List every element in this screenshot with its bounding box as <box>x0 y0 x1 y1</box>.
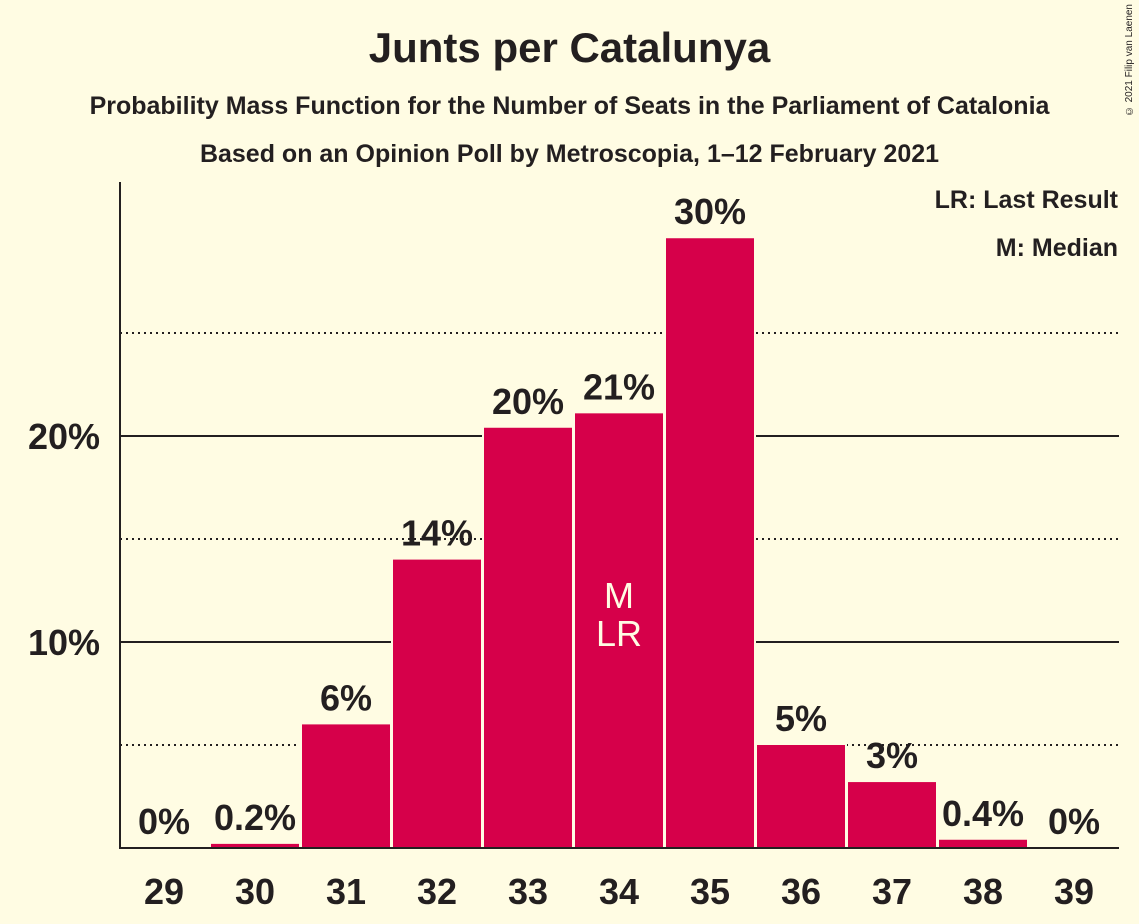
x-tick-label: 31 <box>326 871 366 912</box>
y-tick-label: 20% <box>28 416 100 457</box>
bar-seat-36 <box>757 745 845 848</box>
bar-seat-30 <box>211 843 299 848</box>
bar-value-label: 20% <box>492 381 564 422</box>
bar-value-label: 3% <box>866 735 918 776</box>
bar-seat-37 <box>848 782 936 848</box>
bar-value-label: 6% <box>320 677 372 718</box>
bar-value-label: 0.4% <box>942 793 1024 834</box>
legend-last-result: LR: Last Result <box>934 186 1118 214</box>
bar-marker-label: M <box>604 575 634 616</box>
x-tick-label: 37 <box>872 871 912 912</box>
x-tick-label: 39 <box>1054 871 1094 912</box>
bar-seat-31 <box>302 724 390 848</box>
bar-value-label: 0% <box>138 801 190 842</box>
x-tick-label: 32 <box>417 871 457 912</box>
bar-value-label: 14% <box>401 513 473 554</box>
y-tick-label: 10% <box>28 622 100 663</box>
bar-value-label: 0% <box>1048 801 1100 842</box>
bar-seat-33 <box>484 427 572 848</box>
x-tick-label: 33 <box>508 871 548 912</box>
bar-marker-label: LR <box>596 613 642 654</box>
x-tick-label: 36 <box>781 871 821 912</box>
chart-subtitle: Probability Mass Function for the Number… <box>89 92 1050 120</box>
x-tick-label: 38 <box>963 871 1003 912</box>
chart-source-subtitle: Based on an Opinion Poll by Metroscopia,… <box>199 140 940 168</box>
bar-seat-35 <box>666 238 754 849</box>
bar-value-label: 5% <box>775 698 827 739</box>
bar-value-label: 0.2% <box>214 797 296 838</box>
bar-value-label: 21% <box>583 366 655 407</box>
x-tick-label: 29 <box>144 871 184 912</box>
legend-median: M: Median <box>995 234 1118 262</box>
bar-value-label: 30% <box>674 191 746 232</box>
bar-seat-34 <box>575 413 663 848</box>
chart-title: Junts per Catalunya <box>368 24 771 71</box>
x-tick-label: 34 <box>599 871 639 912</box>
bar-seat-38 <box>939 839 1027 848</box>
bar-seat-32 <box>393 559 481 848</box>
x-tick-label: 35 <box>690 871 730 912</box>
x-tick-label: 30 <box>235 871 275 912</box>
